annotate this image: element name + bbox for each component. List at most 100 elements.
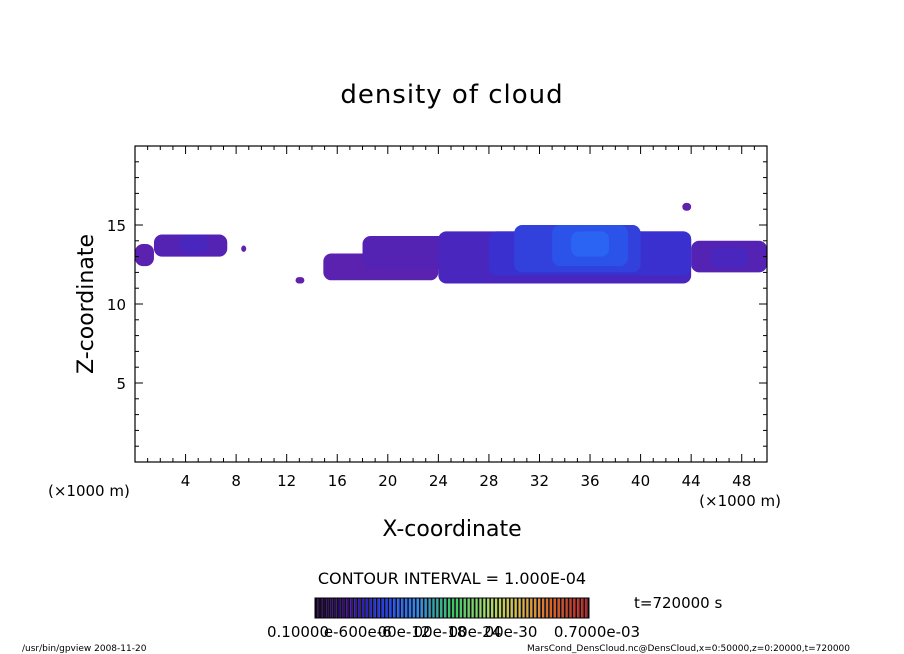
colorbar-divider xyxy=(321,598,323,618)
colorbar-cell xyxy=(365,598,369,618)
colorbar-cell xyxy=(463,598,466,618)
colorbar-divider xyxy=(469,598,472,618)
colorbar-divider xyxy=(493,598,496,618)
colorbar-cell xyxy=(487,598,490,618)
colorbar-divider xyxy=(411,598,413,618)
cloud-region-14 xyxy=(710,247,749,268)
colorbar-divider xyxy=(536,598,539,618)
colorbar-cell xyxy=(436,598,439,618)
colorbar-divider xyxy=(559,598,562,618)
colorbar-divider xyxy=(528,598,531,618)
colorbar-label: 00e-24 xyxy=(449,623,502,641)
colorbar-divider xyxy=(368,598,370,618)
colorbar-divider xyxy=(371,598,374,618)
colorbar-cell xyxy=(585,598,588,618)
colorbar-divider xyxy=(387,598,390,618)
colorbar-cell xyxy=(369,598,372,618)
colorbar-cell xyxy=(373,598,376,618)
colorbar-cell xyxy=(393,598,396,618)
colorbar-cell xyxy=(522,598,525,618)
cloud-field xyxy=(135,202,767,284)
colorbar-label: 00e-12 xyxy=(378,623,431,641)
colorbar-cell xyxy=(483,598,486,618)
colorbar-cell xyxy=(455,598,459,618)
colorbar-label: e-6 xyxy=(324,623,348,641)
colorbar-cell xyxy=(479,598,482,618)
colorbar-divider xyxy=(516,598,519,618)
colorbar-cell xyxy=(467,598,470,618)
x-tick-label: 16 xyxy=(328,472,347,490)
contour-interval: CONTOUR INTERVAL = 1.000E-04 xyxy=(318,569,586,588)
colorbar-cell xyxy=(420,598,423,618)
colorbar-cell xyxy=(491,598,494,618)
colorbar-cell xyxy=(459,598,462,618)
colorbar xyxy=(315,598,589,618)
footer-left: /usr/bin/gpview 2008-11-20 xyxy=(22,644,147,654)
colorbar-divider xyxy=(375,598,378,618)
colorbar-divider xyxy=(395,598,398,618)
colorbar-cell xyxy=(381,598,384,618)
colorbar-divider xyxy=(477,598,480,618)
colorbar-cell xyxy=(475,598,478,618)
colorbar-cell xyxy=(377,598,380,618)
colorbar-divider xyxy=(344,598,347,618)
colorbar-cell xyxy=(358,598,361,618)
colorbar-divider xyxy=(465,598,468,618)
colorbar-cell xyxy=(538,598,541,618)
colorbar-divider xyxy=(587,598,589,618)
cloud-region-11 xyxy=(571,231,609,257)
colorbar-divider xyxy=(497,598,499,618)
colorbar-cell xyxy=(471,598,474,618)
colorbar-cell xyxy=(440,598,443,618)
x-tick-label: 28 xyxy=(479,472,498,490)
y-tick-label: 5 xyxy=(116,375,126,393)
x-tick-label: 20 xyxy=(378,472,397,490)
colorbar-divider xyxy=(583,598,586,618)
colorbar-divider xyxy=(548,598,550,618)
colorbar-divider xyxy=(501,598,503,618)
colorbar-cell xyxy=(510,598,513,618)
colorbar-divider xyxy=(575,598,578,618)
colorbar-divider xyxy=(524,598,527,618)
colorbar-cell xyxy=(581,598,584,618)
colorbar-divider xyxy=(340,598,343,618)
colorbar-divider xyxy=(430,598,433,618)
plot-frame xyxy=(134,145,768,463)
colorbar-divider xyxy=(352,598,355,618)
cloud-region-2 xyxy=(179,234,209,254)
colorbar-divider xyxy=(360,598,362,618)
y-tick-label: 10 xyxy=(107,296,126,314)
colorbar-cell xyxy=(514,598,517,618)
colorbar-divider xyxy=(356,598,359,618)
colorbar-cell xyxy=(350,598,353,618)
colorbar-cell xyxy=(565,598,568,618)
colorbar-cell xyxy=(338,598,341,618)
colorbar-divider xyxy=(317,598,319,618)
colorbar-label: 0.10000 xyxy=(267,623,329,641)
x-tick-label: 4 xyxy=(181,472,191,490)
colorbar-divider xyxy=(505,598,507,618)
colorbar-divider xyxy=(512,598,515,618)
colorbar-divider xyxy=(364,598,366,618)
x-tick-label: 36 xyxy=(580,472,599,490)
colorbar-divider xyxy=(336,598,339,618)
colorbar-divider xyxy=(473,598,476,618)
colorbar-cell xyxy=(428,598,431,618)
cloud-region-12 xyxy=(682,202,692,211)
x-tick-label: 12 xyxy=(277,472,296,490)
colorbar-cell xyxy=(318,598,322,618)
colorbar-cell xyxy=(408,598,412,618)
colorbar-cell xyxy=(424,598,427,618)
colorbar-divider xyxy=(379,598,382,618)
colorbar-divider xyxy=(418,598,421,618)
x-tick-label: 32 xyxy=(530,472,549,490)
colorbar-cell xyxy=(346,598,349,618)
x-unit-right: (×1000 m) xyxy=(699,492,781,510)
colorbar-cell xyxy=(542,598,545,618)
colorbar-cell xyxy=(342,598,345,618)
colorbar-divider xyxy=(348,598,351,618)
colorbar-divider xyxy=(324,598,327,618)
colorbar-cell xyxy=(498,598,502,618)
colorbar-cell xyxy=(385,598,388,618)
